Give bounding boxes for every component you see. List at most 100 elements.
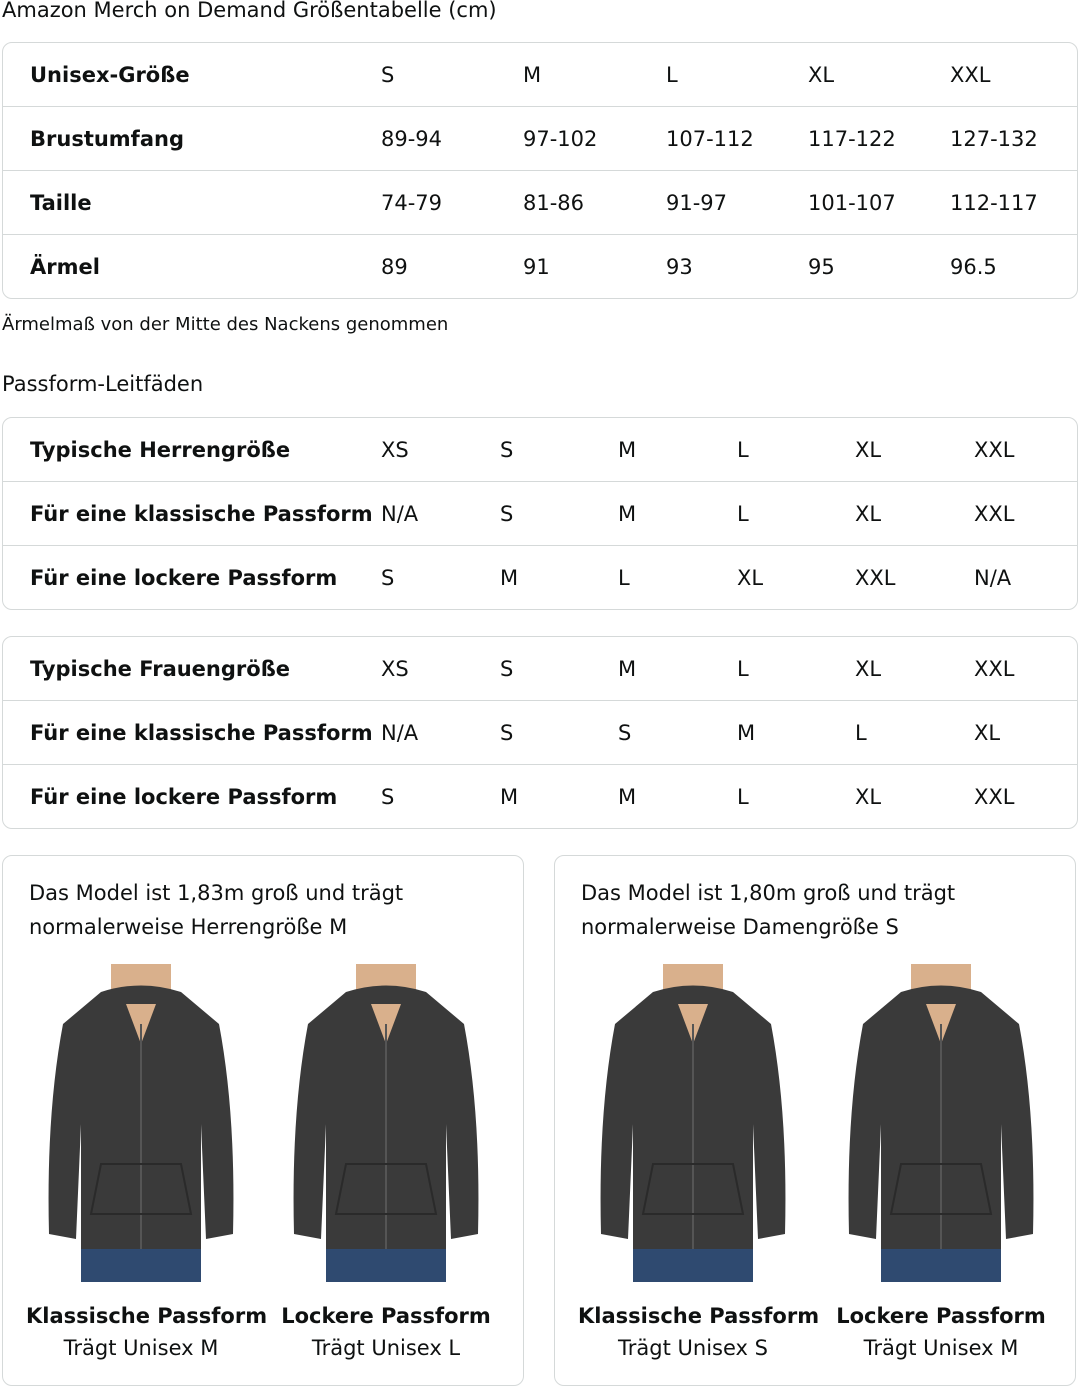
table-row: Typische Frauengröße XS S M L XL XXL <box>3 637 1077 701</box>
table-cell: XS <box>381 656 409 681</box>
table-cell: L <box>618 565 630 590</box>
table-cell: XXL <box>974 501 1015 526</box>
table-cell: S <box>500 501 514 526</box>
model-card-women: Das Model ist 1,80m groß und trägt norma… <box>554 855 1076 1386</box>
table-cell: 91-97 <box>666 190 728 215</box>
table-cell: S <box>381 784 395 809</box>
fit-label: Klassische Passform <box>578 1304 820 1328</box>
model-caption: Das Model ist 1,80m groß und trägt norma… <box>581 881 956 939</box>
model-photo <box>826 964 1056 1282</box>
table-row: Taille 74-79 81-86 91-97 101-107 112-117 <box>3 171 1077 235</box>
table-cell: S <box>381 565 395 590</box>
model-photo <box>26 964 256 1282</box>
row-label: Für eine lockere Passform <box>30 565 338 590</box>
page-title: Amazon Merch on Demand Größentabelle (cm… <box>2 0 497 22</box>
model-card-men: Das Model ist 1,83m groß und trägt norma… <box>2 855 524 1386</box>
table-cell: XL <box>808 62 835 87</box>
row-label: Typische Frauengröße <box>30 656 291 681</box>
table-row: Unisex-Größe S M L XL XXL <box>3 43 1077 107</box>
men-fit-table: Typische Herrengröße XS S M L XL XXL Für eine k… <box>2 417 1078 610</box>
table-cell: N/A <box>381 720 419 745</box>
table-cell: 91 <box>523 254 550 279</box>
table-cell: M <box>737 720 756 745</box>
table-row: Brustumfang 89-94 97-102 107-112 117-122 127-… <box>3 107 1077 171</box>
table-cell: S <box>500 656 514 681</box>
table-cell: L <box>737 501 749 526</box>
row-label: Taille <box>30 190 92 215</box>
figure-loose-fit: Lockere Passform Trägt Unisex L <box>271 964 501 1360</box>
table-row: Für eine lockere Passform S M L XL XXL N/A <box>3 546 1077 609</box>
table-cell: L <box>855 720 867 745</box>
table-cell: XXL <box>855 565 896 590</box>
table-cell: M <box>618 501 637 526</box>
table-cell: XXL <box>974 784 1015 809</box>
table-cell: 112-117 <box>950 190 1038 215</box>
women-fit-table: Typische Frauengröße XS S M L XL XXL Für eine k… <box>2 636 1078 829</box>
row-label: Brustumfang <box>30 126 184 151</box>
wears-label: Trägt Unisex S <box>618 1336 768 1360</box>
table-cell: XL <box>974 720 1001 745</box>
table-cell: XXL <box>974 656 1015 681</box>
row-label: Für eine klassische Passform <box>30 501 373 526</box>
fit-label: Klassische Passform <box>26 1304 268 1328</box>
table-row: Für eine lockere Passform S M M L XL XXL <box>3 765 1077 828</box>
table-row: Ärmel 89 91 93 95 96.5 <box>3 235 1077 298</box>
fit-guide-title: Passform-Leitfäden <box>2 372 204 396</box>
table-cell: S <box>618 720 632 745</box>
wears-label: Trägt Unisex L <box>311 1336 461 1360</box>
table-cell: 95 <box>808 254 835 279</box>
table-cell: 101-107 <box>808 190 896 215</box>
table-cell: 81-86 <box>523 190 585 215</box>
table-cell: L <box>666 62 678 87</box>
row-label: Für eine klassische Passform <box>30 720 373 745</box>
wears-label: Trägt Unisex M <box>63 1336 219 1360</box>
table-cell: XS <box>381 437 409 462</box>
figure-classic-fit: Klassische Passform Trägt Unisex S <box>578 964 820 1360</box>
wears-label: Trägt Unisex M <box>863 1336 1019 1360</box>
row-label: Für eine lockere Passform <box>30 784 338 809</box>
table-cell: 89-94 <box>381 126 443 151</box>
fit-label: Lockere Passform <box>281 1304 491 1328</box>
table-row: Typische Herrengröße XS S M L XL XXL <box>3 418 1077 482</box>
model-photo <box>271 964 501 1282</box>
table-cell: M <box>500 565 519 590</box>
table-cell: 74-79 <box>381 190 443 215</box>
size-table: Unisex-Größe S M L XL XXL Brustumfang 89-94 97-1… <box>2 42 1078 299</box>
table-row: Für eine klassische Passform N/A S S M L XL <box>3 701 1077 765</box>
model-caption: Das Model ist 1,83m groß und trägt norma… <box>29 881 404 939</box>
fit-label: Lockere Passform <box>836 1304 1046 1328</box>
table-cell: XL <box>855 784 882 809</box>
table-cell: 93 <box>666 254 693 279</box>
table-cell: 89 <box>381 254 408 279</box>
table-cell: S <box>500 720 514 745</box>
table-cell: XL <box>855 437 882 462</box>
table-cell: N/A <box>974 565 1012 590</box>
table-cell: M <box>618 437 637 462</box>
table-cell: 107-112 <box>666 126 754 151</box>
figure-loose-fit: Lockere Passform Trägt Unisex M <box>826 964 1056 1360</box>
table-cell: XL <box>737 565 764 590</box>
table-cell: M <box>618 656 637 681</box>
row-label: Unisex-Größe <box>30 62 190 87</box>
table-cell: S <box>381 62 395 87</box>
table-cell: M <box>500 784 519 809</box>
table-cell: M <box>618 784 637 809</box>
row-label: Typische Herrengröße <box>30 437 291 462</box>
row-label: Ärmel <box>30 254 100 279</box>
table-cell: M <box>523 62 542 87</box>
table-cell: 117-122 <box>808 126 896 151</box>
table-cell: XL <box>855 656 882 681</box>
table-row: Für eine klassische Passform N/A S M L XL XXL <box>3 482 1077 546</box>
table-cell: XXL <box>974 437 1015 462</box>
table-cell: L <box>737 437 749 462</box>
table-cell: 97-102 <box>523 126 598 151</box>
table-cell: L <box>737 656 749 681</box>
table-cell: N/A <box>381 501 419 526</box>
sleeve-note: Ärmelmaß von der Mitte des Nackens genom… <box>2 314 449 335</box>
table-cell: S <box>500 437 514 462</box>
figure-classic-fit: Klassische Passform Trägt Unisex M <box>26 964 268 1360</box>
table-cell: 96.5 <box>950 254 997 279</box>
table-cell: L <box>737 784 749 809</box>
model-photo <box>578 964 808 1282</box>
table-cell: XXL <box>950 62 991 87</box>
